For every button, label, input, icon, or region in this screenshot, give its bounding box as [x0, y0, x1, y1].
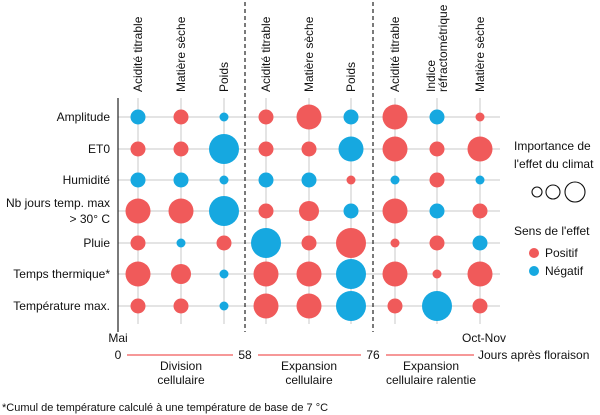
bubble-negative	[258, 172, 274, 188]
bubble-positive	[390, 238, 400, 248]
legend-negative-swatch	[529, 266, 539, 276]
bubble-positive	[301, 235, 317, 251]
row-label: Pluie	[83, 236, 110, 250]
timeline-tick-label: 76	[366, 348, 380, 362]
legend-importance-title: Importance de l'effet du climat	[514, 139, 594, 171]
row-label: Température max.	[13, 299, 110, 313]
bubble-positive	[258, 109, 274, 125]
timeline-tick-label: 0	[115, 348, 122, 362]
timeline-axis-label: Jours après floraison	[478, 348, 589, 362]
bubble-negative	[301, 172, 317, 188]
row-label: Humidité	[63, 173, 111, 187]
bubble-positive	[258, 203, 274, 219]
phase-label: Division cellulaire	[157, 359, 205, 387]
bubble-negative	[422, 291, 452, 321]
legend-size-medium	[545, 184, 561, 200]
bubble-negative	[429, 203, 445, 219]
bubble-positive	[382, 136, 408, 162]
bubble-negative	[338, 136, 364, 162]
bubble-positive	[382, 261, 408, 287]
bubble-positive	[216, 235, 232, 251]
legend-positive-swatch	[529, 248, 539, 258]
bubble-positive	[125, 198, 151, 224]
bubble-positive	[432, 269, 442, 279]
bubble-positive	[173, 298, 189, 314]
bubble-negative	[429, 109, 445, 125]
phase-label: Expansion cellulaire	[281, 359, 337, 387]
bubble-negative	[219, 269, 229, 279]
bubble-positive	[130, 298, 146, 314]
timeline-end-label: Oct-Nov	[462, 331, 506, 345]
bubble-positive	[258, 141, 274, 157]
bubble-negative	[173, 172, 189, 188]
bubble-positive	[296, 261, 322, 287]
column-header: Matière sèche	[302, 16, 316, 92]
bubble-positive	[125, 261, 151, 287]
bubble-positive	[296, 293, 322, 319]
row-label: ET0	[88, 142, 110, 156]
bubble-negative	[209, 196, 239, 226]
bubble-positive	[429, 141, 445, 157]
timeline-tick-label: 58	[238, 348, 252, 362]
bubble-positive	[475, 112, 485, 122]
bubble-positive	[429, 235, 445, 251]
bubble-negative	[219, 301, 229, 311]
column-header: Indiceréfractométrique	[424, 4, 450, 92]
column-header: Matière sèche	[174, 16, 188, 92]
bubble-positive	[387, 298, 403, 314]
bubble-negative	[130, 172, 146, 188]
bubble-negative	[251, 228, 281, 258]
bubble-positive	[296, 104, 322, 130]
bubble-negative	[219, 112, 229, 122]
bubble-negative	[343, 109, 359, 125]
bubble-positive	[253, 261, 279, 287]
bubble-positive	[472, 298, 488, 314]
footnote: *Cumul de température calculé à une temp…	[2, 402, 328, 414]
bubble-negative	[336, 259, 366, 289]
bubble-negative	[130, 109, 146, 125]
column-header: Matière sèche	[473, 16, 487, 92]
bubble-positive	[130, 235, 146, 251]
legend-size-large	[564, 181, 586, 203]
row-label: Nb jours temp. max > 30° C	[6, 196, 110, 226]
row-label: Amplitude	[57, 110, 111, 124]
bubble-positive	[472, 203, 488, 219]
column-header: Acidité titrable	[259, 16, 273, 92]
column-header: Poids	[344, 62, 358, 92]
bubble-positive	[168, 198, 194, 224]
bubble-positive	[253, 293, 279, 319]
bubble-negative	[343, 203, 359, 219]
bubble-positive	[173, 141, 189, 157]
bubble-positive	[171, 264, 191, 284]
column-header: Acidité titrable	[388, 16, 402, 92]
legend-positive-label: Positif	[545, 246, 578, 260]
bubble-negative	[472, 235, 488, 251]
column-header: Poids	[217, 62, 231, 92]
bubble-positive	[130, 141, 146, 157]
bubble-negative	[219, 175, 229, 185]
bubble-negative	[475, 175, 485, 185]
bubble-negative	[209, 134, 239, 164]
legend-negative-label: Négatif	[545, 264, 584, 278]
bubble-positive	[467, 136, 493, 162]
legend-sign-title: Sens de l'effet	[514, 224, 590, 238]
bubble-positive	[429, 172, 445, 188]
bubble-positive	[299, 201, 319, 221]
bubble-positive	[382, 198, 408, 224]
legend-size-small	[531, 186, 543, 198]
bubble-positive	[301, 141, 317, 157]
bubble-positive	[467, 261, 493, 287]
bubble-negative	[390, 175, 400, 185]
bubble-negative	[336, 291, 366, 321]
bubble-positive	[173, 109, 189, 125]
row-label: Temps thermique*	[13, 267, 110, 281]
bubble-positive	[382, 104, 408, 130]
phase-label: Expansion cellulaire ralentie	[386, 359, 476, 387]
bubble-negative	[176, 238, 186, 248]
bubble-positive	[336, 228, 366, 258]
column-header: Acidité titrable	[131, 16, 145, 92]
timeline-start-label: Mai	[108, 331, 127, 345]
bubble-positive	[346, 175, 356, 185]
